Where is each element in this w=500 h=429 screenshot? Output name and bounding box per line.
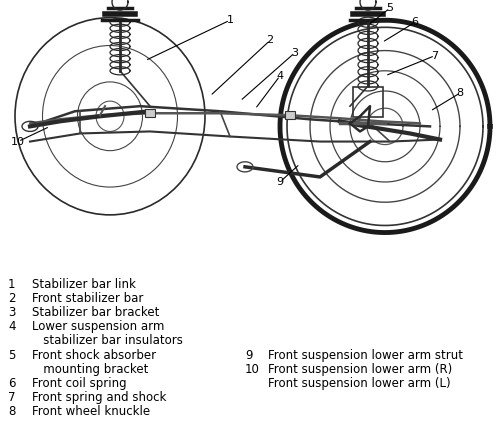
Text: 4: 4 bbox=[276, 71, 283, 81]
Text: 6: 6 bbox=[412, 17, 418, 27]
Text: 8: 8 bbox=[456, 88, 464, 98]
Text: 9: 9 bbox=[245, 348, 252, 362]
Text: Front spring and shock: Front spring and shock bbox=[32, 391, 166, 404]
Text: Stabilizer bar link: Stabilizer bar link bbox=[32, 278, 136, 291]
Text: 5: 5 bbox=[8, 348, 16, 362]
Text: Front suspension lower arm (R): Front suspension lower arm (R) bbox=[268, 363, 452, 376]
Text: 1: 1 bbox=[226, 15, 234, 25]
Text: 6: 6 bbox=[8, 377, 16, 390]
Text: Stabilizer bar bracket: Stabilizer bar bracket bbox=[32, 306, 160, 319]
Bar bbox=[285, 111, 295, 119]
Text: Lower suspension arm: Lower suspension arm bbox=[32, 320, 164, 333]
Text: Front stabilizer bar: Front stabilizer bar bbox=[32, 292, 144, 305]
Text: 5: 5 bbox=[386, 3, 394, 13]
Text: Front coil spring: Front coil spring bbox=[32, 377, 126, 390]
Bar bbox=[145, 109, 155, 117]
Text: Front shock absorber: Front shock absorber bbox=[32, 348, 156, 362]
Text: 9: 9 bbox=[276, 177, 283, 187]
Text: Front suspension lower arm strut: Front suspension lower arm strut bbox=[268, 348, 463, 362]
Text: stabilizer bar insulators: stabilizer bar insulators bbox=[32, 335, 183, 347]
Text: 7: 7 bbox=[432, 51, 438, 60]
Text: 4: 4 bbox=[8, 320, 16, 333]
Text: 2: 2 bbox=[266, 36, 274, 45]
Text: 1: 1 bbox=[8, 278, 16, 291]
Text: Front suspension lower arm (L): Front suspension lower arm (L) bbox=[268, 377, 450, 390]
Text: 10: 10 bbox=[245, 363, 260, 376]
Text: 2: 2 bbox=[8, 292, 16, 305]
Text: mounting bracket: mounting bracket bbox=[32, 363, 148, 376]
Text: 10: 10 bbox=[11, 136, 25, 147]
Text: 7: 7 bbox=[8, 391, 16, 404]
Text: 8: 8 bbox=[8, 405, 16, 418]
Text: Front wheel knuckle: Front wheel knuckle bbox=[32, 405, 150, 418]
Text: 3: 3 bbox=[8, 306, 16, 319]
Text: 3: 3 bbox=[292, 48, 298, 57]
